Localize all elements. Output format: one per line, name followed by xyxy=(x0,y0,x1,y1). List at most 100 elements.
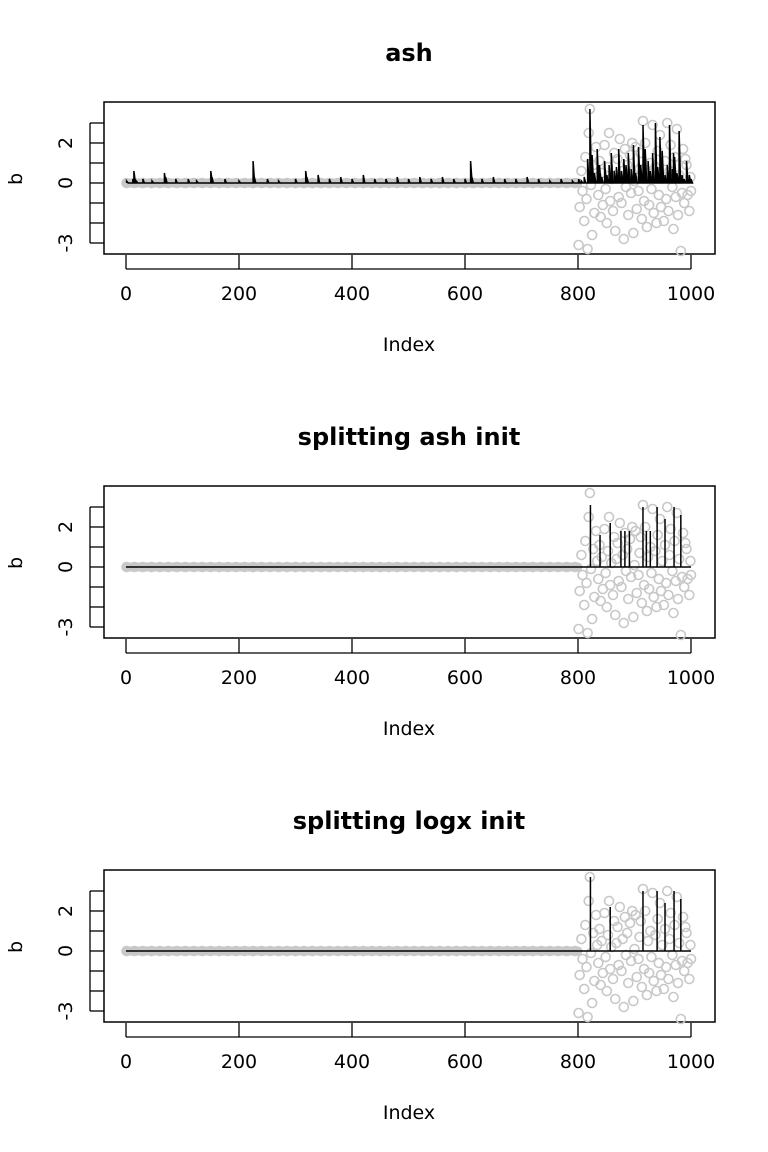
data-point xyxy=(582,243,593,255)
y-tick-label: 2 xyxy=(55,905,77,917)
data-point xyxy=(618,617,630,629)
data-point xyxy=(600,567,611,579)
y-axis: -3 0 2 b xyxy=(5,890,104,1020)
y-tick-label: -3 xyxy=(55,618,77,637)
data-point xyxy=(643,583,655,595)
data-point xyxy=(580,151,591,163)
x-axis: 0 200 400 600 800 1000 Index xyxy=(120,639,715,740)
data-point xyxy=(599,523,610,535)
data-point xyxy=(665,523,676,535)
data-point xyxy=(643,967,655,979)
data-point xyxy=(625,571,637,583)
data-point xyxy=(628,227,639,239)
x-tick-label: 800 xyxy=(560,1051,596,1073)
data-point xyxy=(684,205,695,217)
data-point xyxy=(646,183,657,195)
data-point xyxy=(625,955,637,967)
data-point xyxy=(593,573,604,585)
data-point xyxy=(685,185,697,197)
data-point xyxy=(633,569,644,581)
data-point xyxy=(573,1007,584,1019)
data-point xyxy=(629,943,640,955)
data-point xyxy=(593,189,604,201)
data-point xyxy=(681,543,692,555)
data-point xyxy=(633,185,644,197)
data-point xyxy=(613,959,624,971)
data-point xyxy=(576,549,587,561)
data-point xyxy=(643,199,655,211)
data-point xyxy=(612,537,623,549)
data-point xyxy=(663,973,674,985)
x-tick-label: 0 xyxy=(120,1051,132,1073)
data-point xyxy=(628,995,639,1007)
x-tick-label: 1000 xyxy=(667,1051,715,1073)
data-point xyxy=(601,601,613,613)
data-point xyxy=(609,609,621,621)
data-point xyxy=(624,917,636,929)
data-point xyxy=(573,239,584,251)
data-point xyxy=(586,613,598,625)
data-point xyxy=(629,559,640,571)
data-point xyxy=(595,211,606,223)
data-point xyxy=(612,921,623,933)
data-point xyxy=(590,141,602,153)
data-point xyxy=(647,119,658,131)
data-point xyxy=(661,885,673,897)
x-tick-label: 800 xyxy=(560,283,596,305)
data-point xyxy=(583,895,595,907)
data-point xyxy=(580,919,591,931)
data-point xyxy=(619,911,631,923)
data-point xyxy=(584,487,596,499)
y-tick-label: 2 xyxy=(55,521,77,533)
data-point xyxy=(602,929,614,941)
data-point xyxy=(648,207,660,219)
data-point xyxy=(675,1013,687,1025)
data-point xyxy=(613,191,624,203)
x-tick-label: 400 xyxy=(334,667,370,689)
x-tick-label: 400 xyxy=(334,283,370,305)
data-point xyxy=(600,183,611,195)
chart-panel-1: ash 0 200 400 600 800 1000 Index -3 0 2 b xyxy=(5,39,716,356)
x-tick-label: 200 xyxy=(221,667,257,689)
data-point xyxy=(616,965,627,977)
data-point xyxy=(668,991,679,1003)
y-tick-label: -3 xyxy=(55,234,77,253)
data-point xyxy=(664,933,675,945)
data-point xyxy=(647,887,658,899)
data-point xyxy=(636,981,648,993)
data-point xyxy=(613,575,624,587)
data-point xyxy=(641,989,653,1001)
data-point xyxy=(663,589,674,601)
x-tick-label: 1000 xyxy=(667,667,715,689)
data-point xyxy=(614,133,626,145)
data-point xyxy=(578,983,590,995)
data-point xyxy=(650,929,661,941)
data-point xyxy=(665,907,676,919)
data-point xyxy=(651,985,662,997)
x-tick-label: 200 xyxy=(221,283,257,305)
data-point xyxy=(602,545,614,557)
data-point xyxy=(622,977,634,989)
data-point xyxy=(582,1011,593,1023)
data-point xyxy=(583,511,595,523)
data-point xyxy=(635,915,647,927)
x-axis-label: Index xyxy=(383,718,435,740)
data-point xyxy=(586,997,598,1009)
data-point xyxy=(595,979,606,991)
data-point xyxy=(677,911,689,923)
data-point xyxy=(622,209,634,221)
data-point xyxy=(599,907,610,919)
x-tick-label: 600 xyxy=(447,1051,483,1073)
data-point xyxy=(635,531,647,543)
data-point xyxy=(600,951,611,963)
data-point xyxy=(619,143,631,155)
data-point xyxy=(616,581,627,593)
data-point xyxy=(639,905,651,917)
data-point xyxy=(576,165,587,177)
data-point xyxy=(596,935,608,947)
data-point xyxy=(641,605,653,617)
x-axis: 0 200 400 600 800 1000 Index xyxy=(120,1023,715,1124)
data-point xyxy=(684,973,695,985)
data-point xyxy=(675,245,687,257)
